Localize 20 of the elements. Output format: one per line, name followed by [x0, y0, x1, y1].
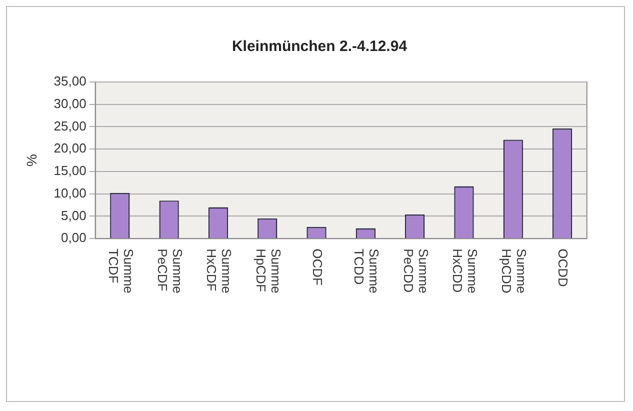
y-tick-label: 35,00 — [54, 74, 86, 89]
y-tick-label: 0,00 — [61, 230, 86, 246]
y-tick-label: 5,00 — [61, 208, 86, 223]
x-tick-label: OCDF — [310, 248, 325, 286]
y-axis-title: % — [23, 154, 40, 167]
x-tick-label: Summe HpCDF — [253, 248, 284, 294]
y-tick-label: 20,00 — [54, 140, 86, 156]
x-tick-label: Summe HpCDD — [499, 248, 530, 294]
y-tick-label: 30,00 — [54, 96, 86, 111]
x-tick-label: Summe HxCDF — [204, 248, 234, 294]
y-tick-label: 25,00 — [54, 118, 86, 134]
x-tick-label: Summe PeCDD — [400, 248, 431, 294]
y-tick-label: 10,00 — [54, 185, 86, 200]
x-tick-label: Summe TCDD — [352, 248, 382, 294]
x-tick-label: Summe PeCDF — [154, 248, 185, 294]
y-tick-label: 15,00 — [54, 163, 86, 178]
x-tick-label: Summe TCDF — [106, 248, 136, 294]
x-tick-label: Summe HxCDD — [450, 248, 480, 294]
chart-title: Kleinmünchen 2.-4.12.94 — [232, 38, 408, 56]
x-tick-label: OCDD — [556, 248, 571, 287]
